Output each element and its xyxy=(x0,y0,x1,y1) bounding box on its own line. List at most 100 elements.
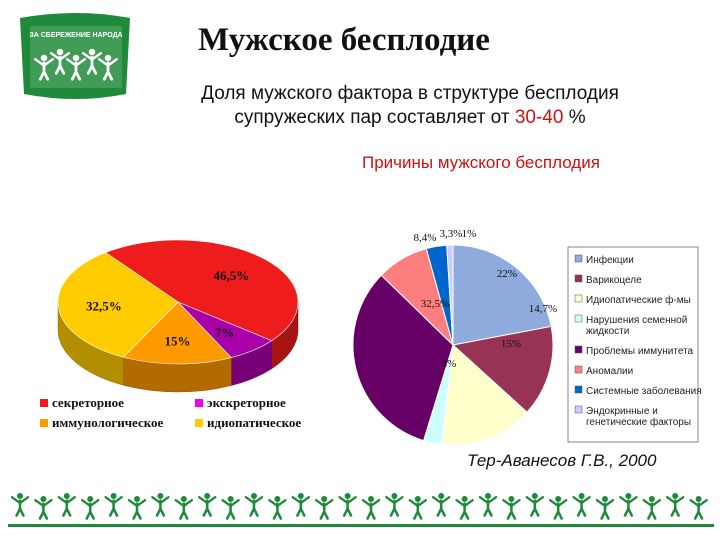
pie2-legend-item-аномалии: Аномалии xyxy=(574,365,633,377)
pie1-slice-иммунологическое xyxy=(122,301,232,365)
logo-text: ЗА СБЕРЕЖЕНИЕ НАРОДА xyxy=(29,32,122,39)
pie1-legend-item: экскреторное xyxy=(195,395,286,410)
person-figure-icon xyxy=(455,496,474,520)
logo-figures xyxy=(34,48,118,81)
person-figure-icon xyxy=(432,493,451,517)
person-figure-icon xyxy=(642,496,661,520)
pie1-data-label: 32,5% xyxy=(86,298,122,313)
legend-swatch xyxy=(574,254,583,263)
person-figure-icon xyxy=(525,493,544,517)
pie-chart-1: 46,5% 7% 15% 32,5% секреторное экскреторное и… xyxy=(40,239,301,430)
person-figure-icon xyxy=(151,493,170,517)
page-title: Мужское бесплодие xyxy=(198,22,490,58)
pie1-data-label: 15% xyxy=(165,333,191,348)
person-figure-icon xyxy=(595,496,615,520)
person-figure-icon xyxy=(408,496,427,520)
pie1-legend-item: идиопатическое xyxy=(195,415,301,430)
person-figure-icon xyxy=(10,493,30,517)
pie2-slice-варикоцеле xyxy=(451,325,554,413)
pie2-legend-item-идиопатические-ф-мы: Идиопатические ф-мы xyxy=(574,294,691,306)
legend-label: генетические факторы xyxy=(586,416,691,428)
person-figure-icon xyxy=(98,54,118,81)
legend-label: Инфекции xyxy=(586,254,634,266)
pie1-data-label: 46,5% xyxy=(213,268,249,283)
pie1-legend-item: иммунологическое xyxy=(40,415,164,430)
pie2-data-label: 14,7% xyxy=(529,303,557,315)
subtitle-value: 30-40 xyxy=(514,107,564,128)
legend-swatch xyxy=(40,399,48,407)
pie2-data-label: 15% xyxy=(501,338,521,350)
person-figure-icon xyxy=(198,493,217,517)
pie2-slice-инфекции xyxy=(452,244,552,346)
person-figure-icon xyxy=(174,496,193,520)
legend-label: Системные заболевания xyxy=(586,385,702,397)
person-figure-icon xyxy=(244,493,264,517)
legend-swatch xyxy=(195,399,203,407)
legend-label: Аномалии xyxy=(586,366,633,377)
pie2-slice-идиопатические-ф-мы xyxy=(441,343,528,446)
person-figure-icon xyxy=(385,493,404,517)
subtitle-line1: Доля мужского фактора в структуре беспло… xyxy=(201,83,619,104)
subtitle-suffix: % xyxy=(563,107,586,128)
pie-chart-2: 22% 14,7% 15% 3% 32,5% 8,4% 3,3% 1% Инфекции Вар… xyxy=(352,228,702,446)
legend-label: иммунологическое xyxy=(52,415,164,430)
person-figure-icon xyxy=(34,54,54,81)
pie2-data-label: 3,3% xyxy=(440,228,463,240)
subtitle-prefix: супружеских пар составляет от xyxy=(234,107,515,128)
subtitle-line2: супружеских пар составляет от 30-40 % xyxy=(150,106,670,130)
person-figure-icon xyxy=(82,48,102,75)
pie2-slice-проблемы-иммунитета xyxy=(352,274,454,442)
person-figure-icon xyxy=(689,496,708,520)
legend-label: экскреторное xyxy=(207,395,286,410)
person-figure-icon xyxy=(478,493,498,517)
pie2-slice-эндокринные-и-генетические-факторы xyxy=(446,244,454,346)
pie2-data-label: 22% xyxy=(497,268,517,280)
person-figure-icon xyxy=(619,493,638,517)
legend-label: Нарушения семенной xyxy=(586,315,687,326)
person-figure-icon xyxy=(361,496,381,520)
subtitle: Доля мужского фактора в структуре беспло… xyxy=(150,82,670,130)
person-figure-icon xyxy=(502,496,521,520)
pie1-slice-секреторное xyxy=(105,239,299,342)
legend-swatch xyxy=(40,419,48,427)
legend-swatch xyxy=(574,345,583,354)
person-figure-icon xyxy=(66,54,86,81)
legend-swatch xyxy=(574,274,583,283)
legend-label: Проблемы иммунитета xyxy=(586,345,694,357)
person-figure-icon xyxy=(57,493,76,517)
person-figure-icon xyxy=(549,496,568,520)
person-figure-icon xyxy=(666,493,685,517)
legend-label: Эндокринные и xyxy=(586,406,658,417)
person-figure-icon xyxy=(338,493,357,517)
person-figure-icon xyxy=(221,496,240,520)
footer-ornament xyxy=(8,493,714,527)
pie2-data-label: 8,4% xyxy=(414,232,437,244)
pie1-data-label: 7% xyxy=(215,325,235,340)
legend-swatch xyxy=(574,294,583,303)
source-citation: Тер-Аванесов Г.В., 2000 xyxy=(467,451,657,470)
person-figure-icon xyxy=(104,493,123,517)
pie2-legend-item-варикоцеле: Варикоцеле xyxy=(574,274,642,286)
pie1-legend-item: секреторное xyxy=(40,395,124,410)
causes-heading: Причины мужского бесплодия xyxy=(362,153,600,172)
logo: ЗА СБЕРЕЖЕНИЕ НАРОДА xyxy=(20,13,130,99)
person-figure-icon xyxy=(268,496,287,520)
legend-label: идиопатическое xyxy=(207,415,301,430)
pie2-data-label: 3% xyxy=(442,358,457,370)
legend-swatch xyxy=(195,419,203,427)
person-figure-icon xyxy=(315,496,334,520)
legend-swatch xyxy=(574,365,583,374)
person-figure-icon xyxy=(50,48,70,75)
pie1-slice-идиопатическое xyxy=(57,252,179,358)
pie2-legend-item-инфекции: Инфекции xyxy=(574,254,634,266)
person-figure-icon xyxy=(572,493,591,517)
legend-swatch xyxy=(574,405,583,414)
legend-swatch xyxy=(574,385,583,394)
legend-swatch xyxy=(574,314,583,323)
person-figure-icon xyxy=(81,496,100,520)
legend-label: Идиопатические ф-мы xyxy=(586,294,691,306)
legend-label: жидкости xyxy=(586,326,629,337)
person-figure-icon xyxy=(127,496,147,520)
